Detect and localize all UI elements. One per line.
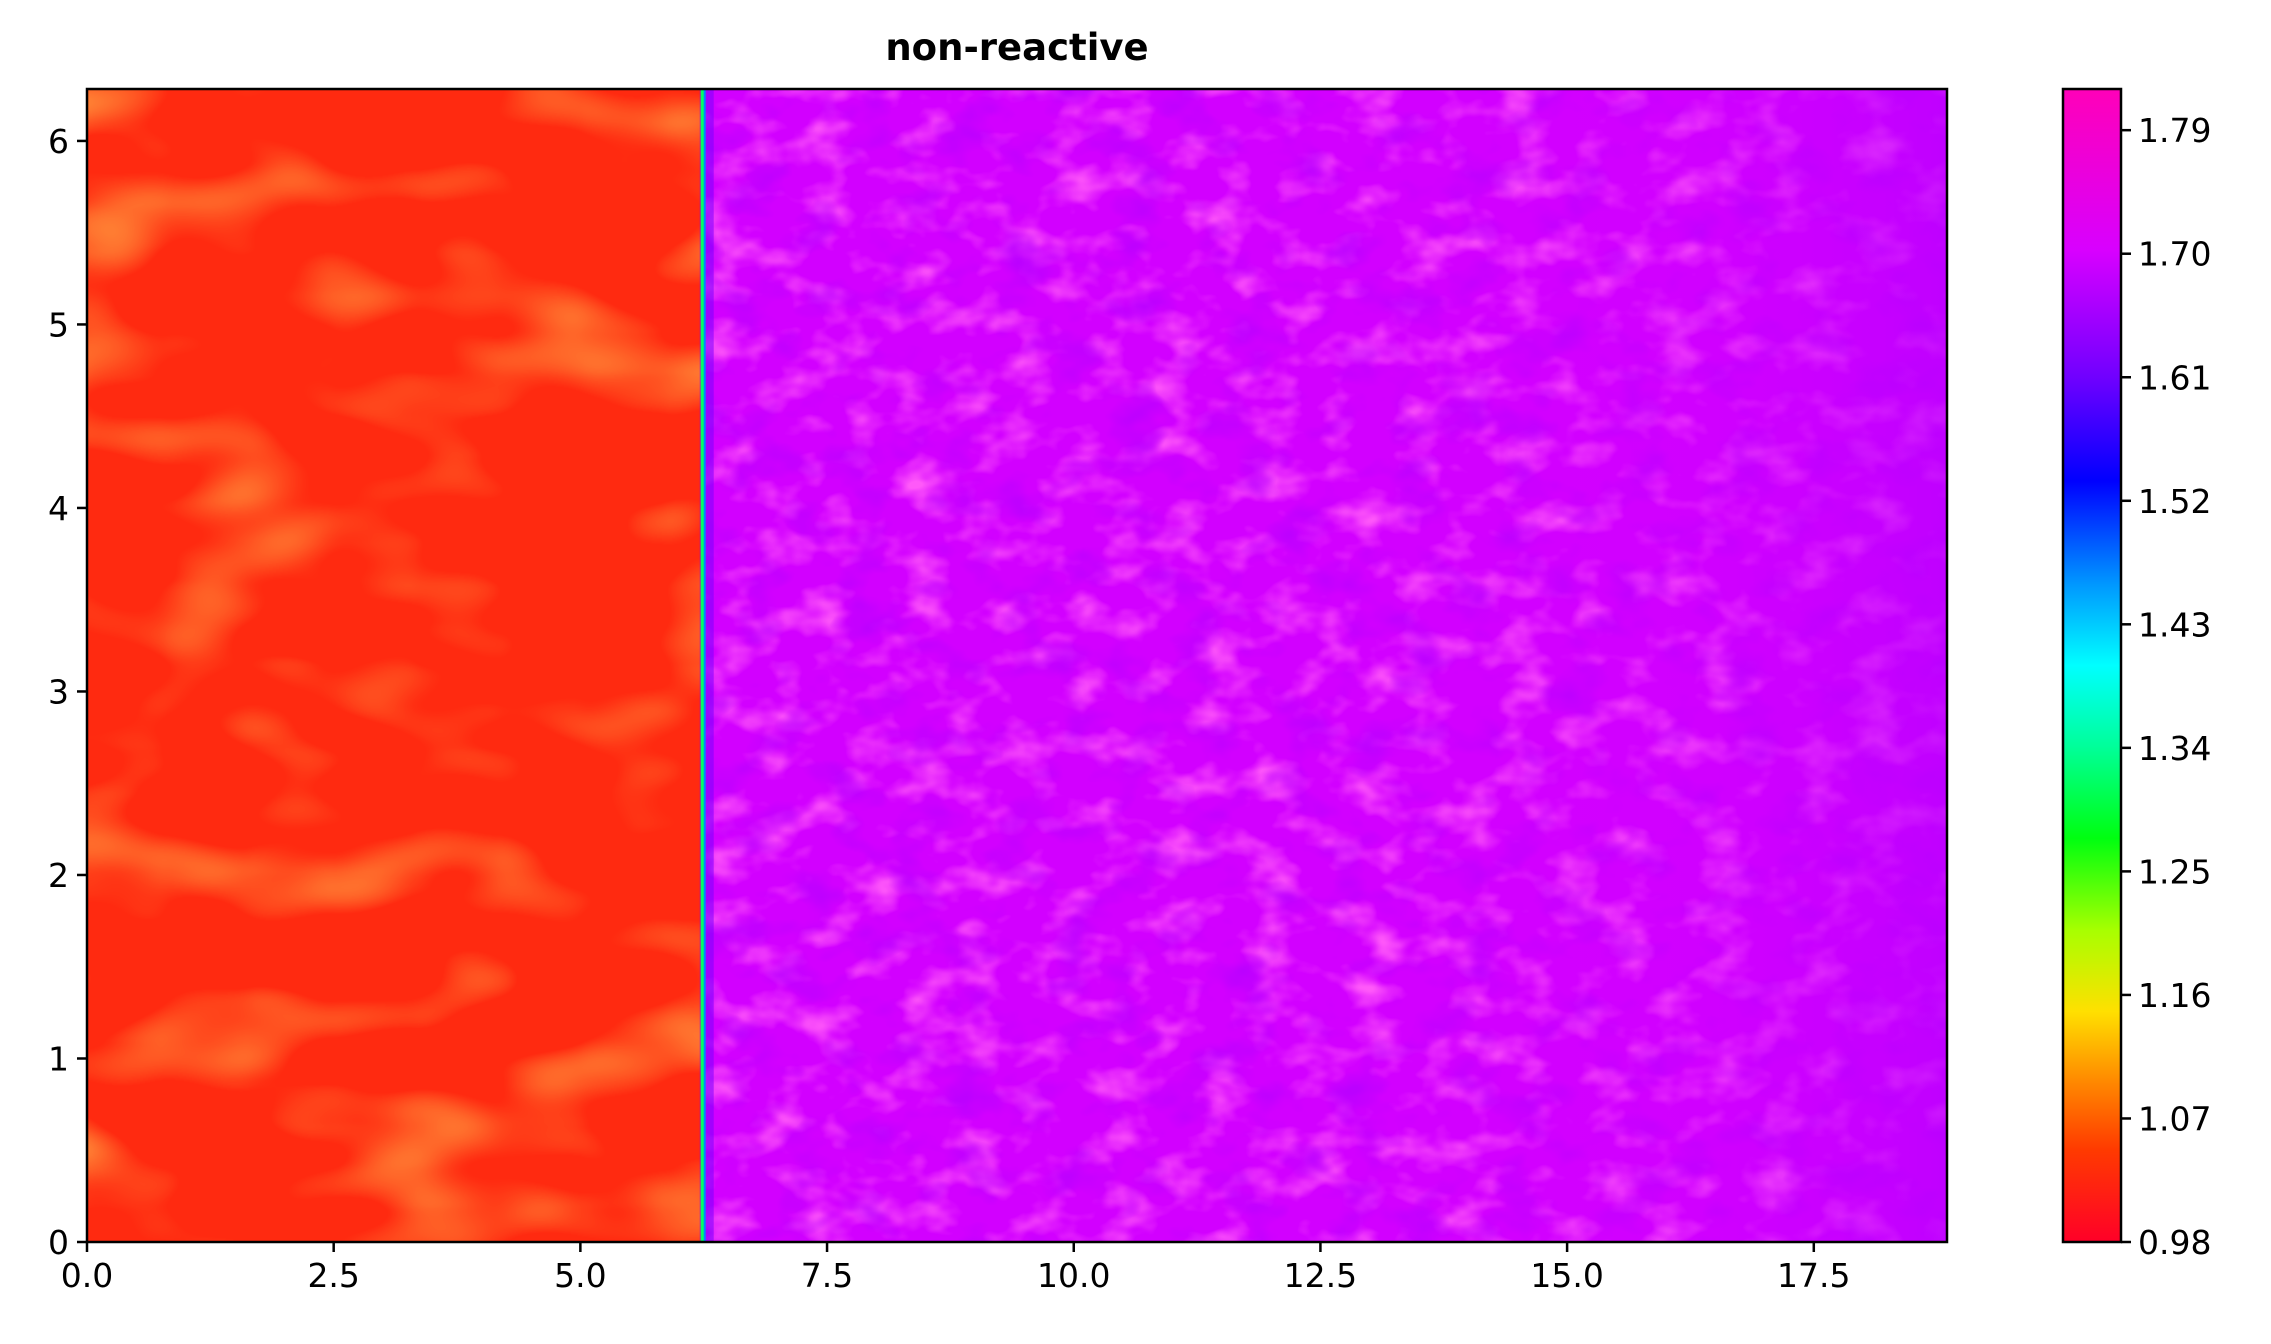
colorbar-gradient	[2063, 89, 2121, 1242]
y-tick-label: 5	[48, 305, 69, 344]
x-tick-label: 0.0	[61, 1256, 113, 1295]
y-axis: 0 1 2 3 4 5 6	[48, 122, 87, 1262]
x-tick-label: 5.0	[554, 1256, 606, 1295]
plot-frame	[85, 87, 1949, 1244]
x-tick-label: 12.5	[1284, 1256, 1357, 1295]
colorbar-tick-label: 1.34	[2138, 729, 2211, 768]
colorbar: 0.98 1.07 1.16 1.25 1.34 1.43 1.52 1.61 1.70 1.79	[2061, 87, 2211, 1262]
colorbar-tick-label: 0.98	[2138, 1223, 2211, 1262]
y-tick-label: 1	[48, 1039, 69, 1078]
y-tick-label: 4	[48, 489, 69, 528]
heatmap-field	[87, 89, 1947, 1242]
x-tick-label: 7.5	[801, 1256, 853, 1295]
x-tick-label: 2.5	[307, 1256, 359, 1295]
colorbar-tick-label: 1.79	[2138, 111, 2211, 150]
shock-front-edge	[703, 89, 706, 1242]
post-shock-fade	[1369, 89, 1947, 1242]
colorbar-tick-label: 1.61	[2138, 358, 2211, 397]
colorbar-tick-label: 1.07	[2138, 1099, 2211, 1138]
colorbar-tick-label: 1.70	[2138, 235, 2211, 274]
shock-front-line	[700, 89, 705, 1242]
pre-shock-texture	[87, 89, 704, 1242]
colorbar-frame	[2061, 87, 2123, 1244]
colorbar-tick-label: 1.25	[2138, 852, 2211, 891]
x-tick-label: 10.0	[1037, 1256, 1110, 1295]
chart-title: non-reactive	[885, 26, 1148, 69]
colorbar-tick-label: 1.52	[2138, 482, 2211, 521]
x-tick-label: 15.0	[1530, 1256, 1603, 1295]
y-tick-label: 3	[48, 672, 69, 711]
y-tick-label: 2	[48, 856, 69, 895]
colorbar-tick-label: 1.43	[2138, 605, 2211, 644]
y-tick-label: 6	[48, 122, 69, 161]
colorbar-ticks: 0.98 1.07 1.16 1.25 1.34 1.43 1.52 1.61 1.70 1.79	[2121, 111, 2211, 1262]
x-tick-label: 17.5	[1777, 1256, 1850, 1295]
colorbar-tick-label: 1.16	[2138, 976, 2211, 1015]
y-tick-label: 0	[48, 1223, 69, 1262]
x-axis: 0.0 2.5 5.0 7.5 10.0 12.5 15.0 17.5	[61, 1242, 1851, 1295]
